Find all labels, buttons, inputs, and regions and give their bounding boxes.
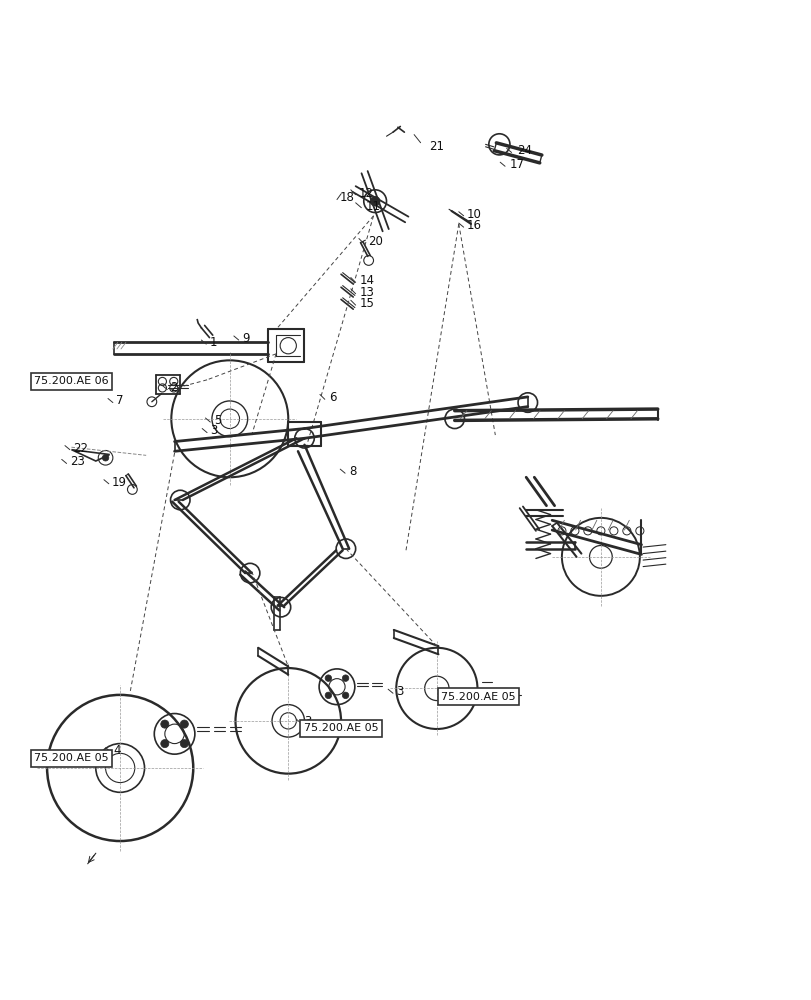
Text: 2: 2	[170, 381, 178, 394]
Text: 10: 10	[466, 208, 481, 221]
Text: 75.200.AE 05: 75.200.AE 05	[34, 753, 109, 763]
Text: 4: 4	[114, 744, 121, 757]
Text: 14: 14	[359, 274, 374, 287]
Circle shape	[324, 692, 331, 699]
Text: 3: 3	[396, 685, 403, 698]
Circle shape	[161, 720, 169, 728]
Text: 16: 16	[466, 219, 481, 232]
Text: 20: 20	[367, 235, 382, 248]
Circle shape	[102, 455, 109, 461]
Text: 9: 9	[242, 332, 249, 345]
Circle shape	[180, 740, 188, 748]
Text: 23: 23	[70, 455, 84, 468]
Text: 6: 6	[328, 391, 336, 404]
Circle shape	[161, 740, 169, 748]
Text: 11: 11	[365, 200, 380, 213]
Circle shape	[324, 675, 331, 681]
Text: 19: 19	[112, 476, 127, 489]
Text: 15: 15	[359, 297, 374, 310]
Circle shape	[180, 720, 188, 728]
Text: 24: 24	[517, 144, 531, 157]
Text: 75.200.AE 05: 75.200.AE 05	[303, 723, 378, 733]
Text: 3: 3	[304, 715, 311, 728]
Text: 75.200.AE 05: 75.200.AE 05	[440, 692, 515, 702]
Text: 75.200.AE 06: 75.200.AE 06	[34, 376, 109, 386]
Text: 8: 8	[349, 465, 356, 478]
Text: 3: 3	[210, 424, 217, 437]
Text: 17: 17	[509, 158, 524, 171]
Text: 18: 18	[339, 191, 354, 204]
Text: 21: 21	[428, 140, 443, 153]
Circle shape	[370, 196, 380, 206]
Text: 1: 1	[209, 336, 217, 349]
Text: 7: 7	[116, 394, 123, 407]
Text: 22: 22	[73, 442, 88, 455]
Text: 12: 12	[358, 187, 373, 200]
Text: 13: 13	[359, 286, 374, 299]
Text: 5: 5	[214, 414, 221, 427]
Circle shape	[342, 692, 349, 699]
Circle shape	[342, 675, 349, 681]
